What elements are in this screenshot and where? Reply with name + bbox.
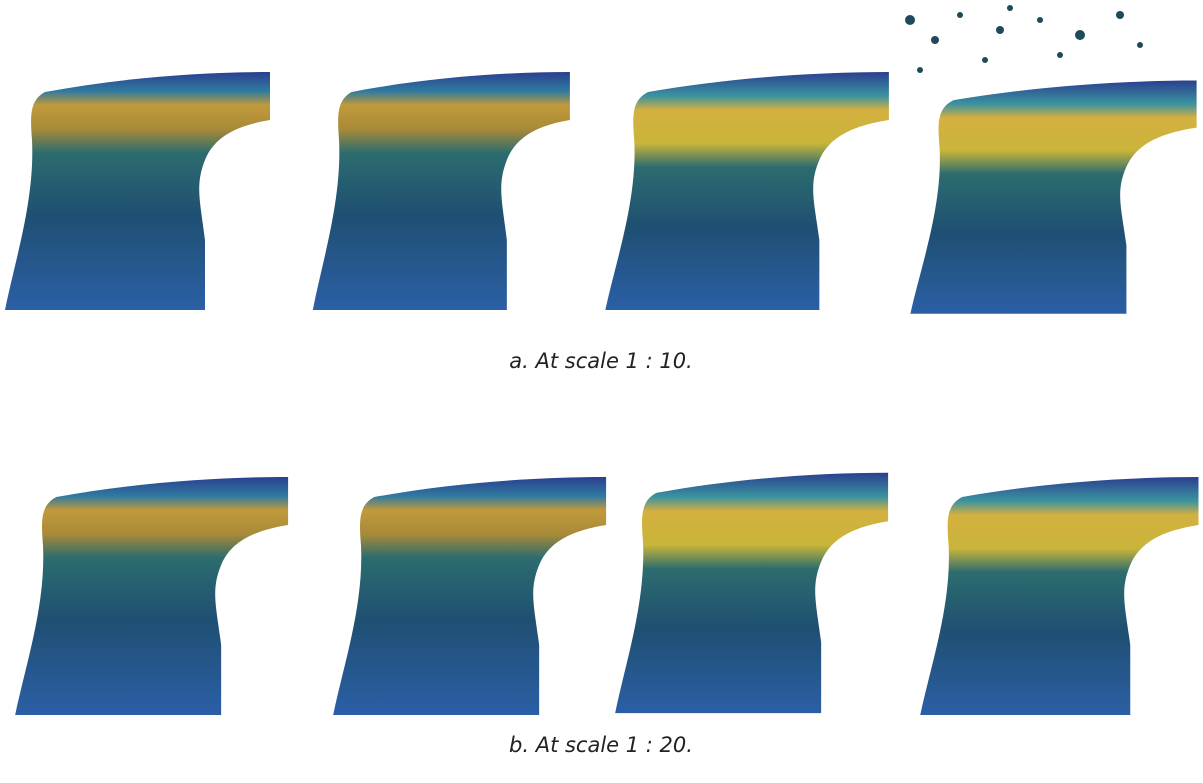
render-panel <box>15 477 288 715</box>
row-b: b. At scale 1 : 20. <box>15 473 1198 757</box>
render-panel <box>615 473 888 713</box>
render-panel <box>333 477 606 715</box>
render-panel <box>313 72 570 310</box>
render-panel <box>5 72 270 310</box>
spray-droplets <box>905 5 1143 73</box>
render-panel <box>920 477 1198 715</box>
caption: a. At scale 1 : 10. <box>509 349 692 373</box>
render-panel <box>605 72 889 310</box>
figure: a. At scale 1 : 10. b. At scale 1 : 20. <box>0 0 1203 783</box>
page: a. At scale 1 : 10. b. At scale 1 : 20. … <box>0 0 1203 783</box>
row-a: a. At scale 1 : 10. <box>5 5 1197 373</box>
render-panel <box>910 81 1196 314</box>
caption: b. At scale 1 : 20. <box>509 733 693 757</box>
